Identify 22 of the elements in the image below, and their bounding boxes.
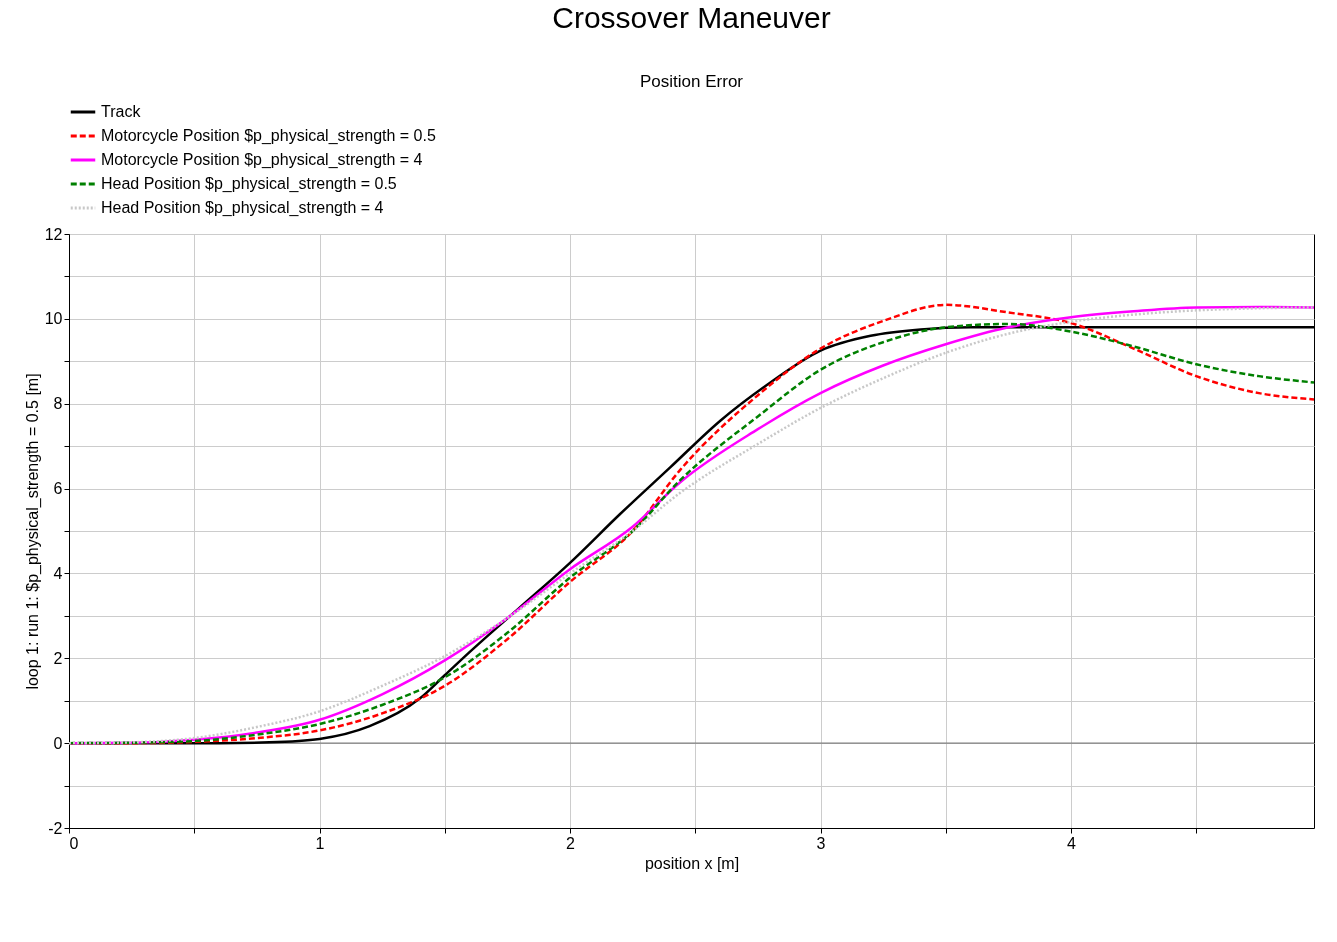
chart-subtitle: Position Error [640, 72, 744, 91]
legend-label: Head Position $p_physical_strength = 4 [101, 199, 384, 217]
y-axis-title: loop 1: run 1: $p_physical_strength = 0.5 [m] [23, 373, 42, 690]
x-axis-title: position x [m] [644, 854, 740, 872]
x-tick-label: 3 [816, 834, 826, 852]
chart-title: Crossover Maneuver [552, 1, 831, 34]
x-tick-label: 2 [566, 834, 576, 852]
y-tick-label: 12 [44, 225, 63, 243]
legend-label: Track [101, 103, 142, 120]
legend-label: Motorcycle Position $p_physical_strength = 4 [101, 151, 423, 169]
y-tick-label: 6 [53, 480, 63, 498]
y-tick-label: -2 [48, 819, 63, 837]
y-tick-label: 2 [53, 649, 63, 667]
x-tick-label: 0 [69, 834, 79, 852]
y-tick-label: 10 [44, 310, 63, 328]
y-tick-label: 8 [53, 395, 63, 413]
legend-label: Motorcycle Position $p_physical_strength = 0.5 [101, 127, 436, 145]
legend-label: Head Position $p_physical_strength = 0.5 [101, 175, 397, 193]
y-tick-label: 0 [53, 734, 63, 752]
x-tick-label: 1 [315, 834, 325, 852]
y-tick-label: 4 [53, 564, 63, 582]
x-tick-label: 4 [1067, 834, 1077, 852]
